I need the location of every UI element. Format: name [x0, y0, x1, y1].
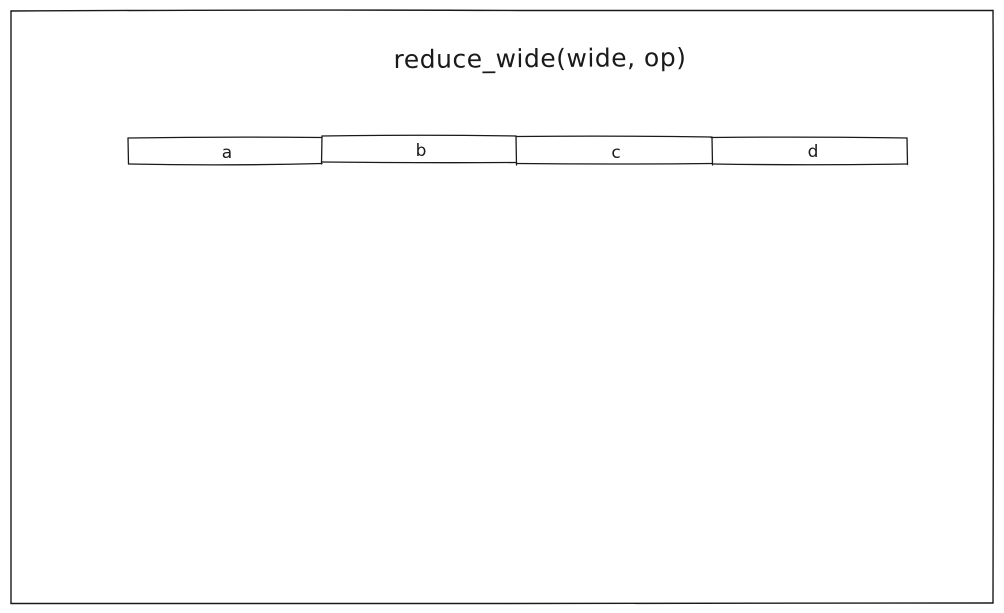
array-cell-d [710, 136, 909, 166]
cell-label-a: a [221, 143, 233, 163]
cell-label-b: b [415, 141, 427, 161]
array-cell-a [127, 136, 323, 166]
cell-label-d: d [807, 142, 819, 162]
cell-label-c: c [611, 143, 621, 163]
array-cell-c [515, 135, 713, 166]
array-cell-b [320, 134, 517, 165]
